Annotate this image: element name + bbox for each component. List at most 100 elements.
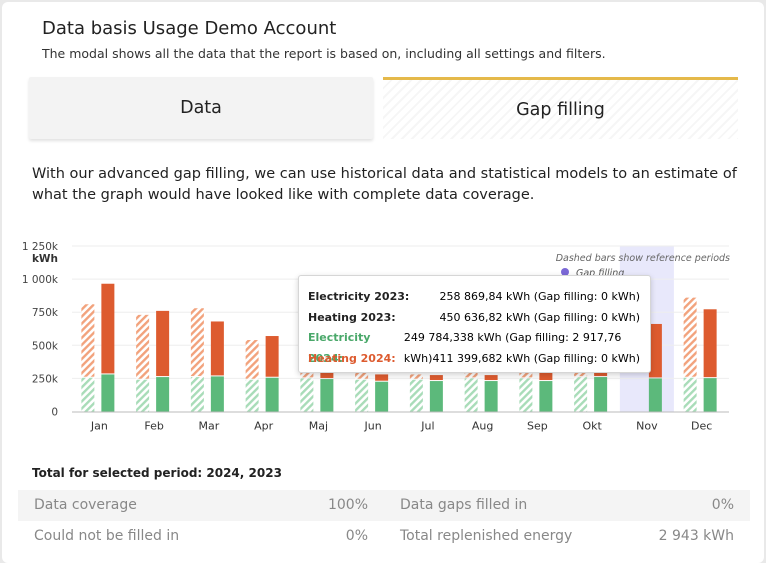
bar-electricity-2023 xyxy=(683,377,697,412)
y-tick-label: 250k xyxy=(32,373,59,385)
bar-electricity-2023 xyxy=(355,379,369,412)
bar-electricity-2024 xyxy=(703,378,717,412)
tooltip-row: Heating 2024: 411 399,682 kWh (Gap filli… xyxy=(308,349,640,370)
totals-table: Data coverage 100% Data gaps filled in 0… xyxy=(18,490,750,552)
x-tick-label: Apr xyxy=(254,420,274,433)
bar-electricity-2023 xyxy=(300,378,314,412)
tooltip-label: Electricity 2023: xyxy=(308,290,410,303)
bar-electricity-2023 xyxy=(519,378,533,412)
totals-row: Data coverage 100% Data gaps filled in 0… xyxy=(18,490,750,521)
x-tick-label: Jan xyxy=(90,420,108,433)
gap-filling-intro: With our advanced gap filling, we can us… xyxy=(32,166,737,203)
bar-heating-2024 xyxy=(210,321,224,376)
chart-note: Dashed bars show reference periods xyxy=(556,253,730,264)
x-tick-label: Dec xyxy=(691,420,712,433)
tooltip-value: 249 784,338 kWh (Gap filling: 2 917,76 k… xyxy=(403,331,622,365)
bar-heating-2023 xyxy=(245,340,259,379)
stat-data-gaps-filled: Data gaps filled in 0% xyxy=(384,490,750,521)
bar-electricity-2024 xyxy=(210,376,224,412)
bar-heating-2023 xyxy=(136,314,150,379)
x-tick-label: Sep xyxy=(527,420,548,433)
totals-row: Could not be filled in 0% Total replenis… xyxy=(18,521,750,552)
y-tick-label: 500k xyxy=(32,340,59,352)
y-tick-label: 1 000k xyxy=(22,274,59,286)
tooltip-label: Heating 2023: xyxy=(308,310,396,324)
bar-electricity-2024 xyxy=(320,379,334,412)
bar-heating-2023 xyxy=(464,370,478,378)
bar-electricity-2024 xyxy=(429,381,443,412)
bar-heating-2023 xyxy=(190,308,204,377)
tooltip-row: Electricity 2023: 258 869,84 kWh (Gap fi… xyxy=(308,287,640,308)
stat-data-coverage: Data coverage 100% xyxy=(18,490,384,521)
stat-label: Data gaps filled in xyxy=(400,497,528,513)
bar-electricity-2024 xyxy=(375,381,389,412)
bar-electricity-2023 xyxy=(409,379,423,412)
x-tick-label: Jul xyxy=(420,420,434,433)
x-tick-label: Jun xyxy=(364,420,382,433)
bar-electricity-2024 xyxy=(539,381,553,412)
bar-electricity-2023 xyxy=(574,377,588,412)
x-tick-label: Mar xyxy=(198,420,219,433)
bar-electricity-2024 xyxy=(265,377,279,412)
bar-electricity-2024 xyxy=(156,377,170,412)
x-tick-label: Nov xyxy=(636,420,658,433)
bar-heating-2023 xyxy=(81,304,95,377)
bar-heating-2024 xyxy=(648,323,662,378)
legend-dot-icon xyxy=(561,268,569,276)
tooltip-value: 411 399,682 kWh (Gap filling: 0 kWh) xyxy=(432,351,641,365)
tooltip-label: Heating 2024: xyxy=(308,351,396,365)
bar-electricity-2024 xyxy=(101,374,115,412)
bar-electricity-2023 xyxy=(190,377,204,412)
bar-electricity-2023 xyxy=(245,379,259,412)
x-tick-label: Aug xyxy=(472,420,493,433)
stat-value: 100% xyxy=(327,497,368,513)
stat-label: Data coverage xyxy=(34,497,137,513)
modal-title: Data basis Usage Demo Account xyxy=(42,18,337,39)
modal-subtitle: The modal shows all the data that the re… xyxy=(42,46,606,61)
y-tick-label: 0 xyxy=(51,407,58,419)
bar-heating-2024 xyxy=(101,283,115,374)
tab-gap-filling[interactable]: Gap filling xyxy=(383,77,738,139)
bar-heating-2024 xyxy=(156,310,170,377)
tooltip-value: 258 869,84 kWh (Gap filling: 0 kWh) xyxy=(439,290,641,303)
stat-not-filled: Could not be filled in 0% xyxy=(18,521,384,552)
tab-gap-filling-label: Gap filling xyxy=(516,99,605,120)
legend-label: Gap filling xyxy=(576,268,624,279)
stat-label: Total replenished energy xyxy=(400,528,573,544)
y-tick-label: 1 250k xyxy=(22,241,59,253)
tab-data[interactable]: Data xyxy=(29,77,373,139)
bar-electricity-2023 xyxy=(464,378,478,412)
bar-heating-2024 xyxy=(375,374,389,381)
tab-data-label: Data xyxy=(180,98,222,118)
bar-electricity-2024 xyxy=(484,381,498,412)
bar-heating-2023 xyxy=(409,374,423,379)
stat-label: Could not be filled in xyxy=(34,528,180,544)
bar-heating-2023 xyxy=(683,297,697,377)
totals-title: Total for selected period: 2024, 2023 xyxy=(32,466,282,480)
tooltip-label: Electricity 2024: xyxy=(308,331,371,365)
tooltip-row: Heating 2023: 450 636,82 kWh (Gap fillin… xyxy=(308,308,640,329)
y-unit-label: kWh xyxy=(32,253,58,265)
bar-heating-2024 xyxy=(484,375,498,381)
bar-electricity-2024 xyxy=(594,377,608,412)
x-tick-label: Maj xyxy=(309,420,328,433)
tooltip-value: 450 636,82 kWh (Gap filling: 0 kWh) xyxy=(439,310,641,324)
stat-value: 2 943 kWh xyxy=(658,528,734,544)
bar-electricity-2023 xyxy=(136,379,150,412)
stat-total-replenished: Total replenished energy 2 943 kWh xyxy=(384,521,750,552)
bar-heating-2024 xyxy=(265,336,279,377)
bar-heating-2024 xyxy=(429,375,443,381)
bar-electricity-2023 xyxy=(81,377,95,412)
bar-electricity-2024 xyxy=(648,378,662,412)
y-tick-label: 750k xyxy=(32,307,59,319)
bar-heating-2024 xyxy=(703,309,717,378)
bar-heating-2023 xyxy=(355,371,369,379)
x-tick-label: Okt xyxy=(582,420,602,433)
stat-value: 0% xyxy=(711,497,734,513)
tooltip-row: Electricity 2024: 249 784,338 kWh (Gap f… xyxy=(308,328,640,365)
chart-tooltip: Electricity 2023: 258 869,84 kWh (Gap fi… xyxy=(298,275,651,373)
x-tick-label: Feb xyxy=(144,420,163,433)
stat-value: 0% xyxy=(345,528,368,544)
